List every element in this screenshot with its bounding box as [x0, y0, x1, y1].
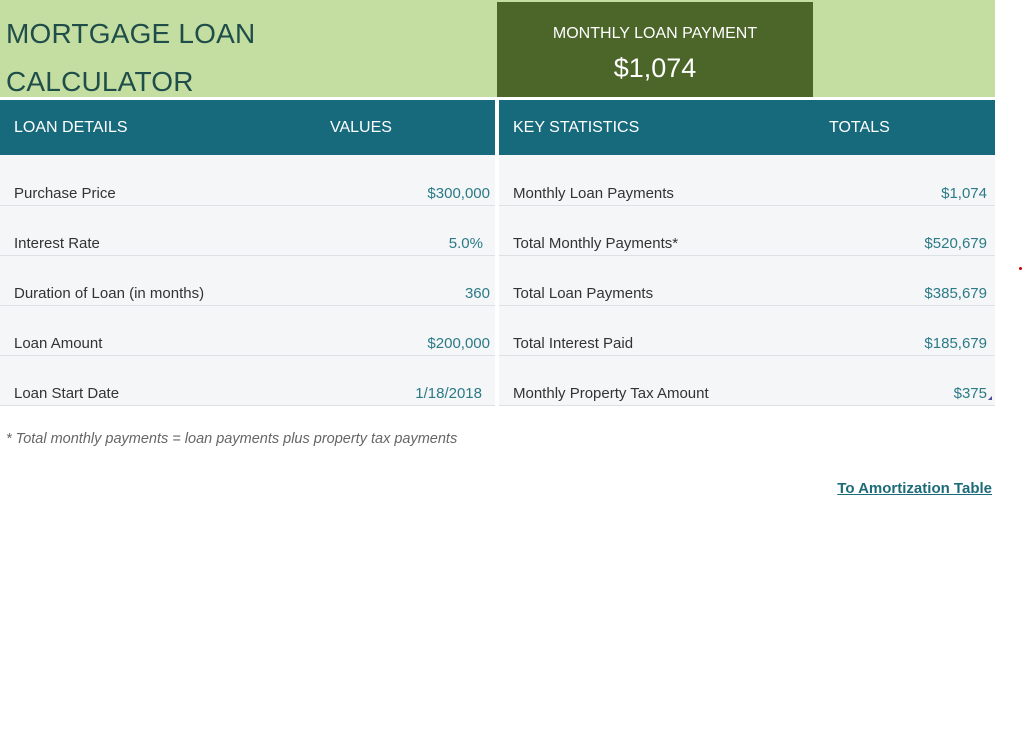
table-row: Purchase Price $300,000 — [0, 155, 495, 206]
row-label: Monthly Property Tax Amount — [513, 385, 709, 402]
row-label: Duration of Loan (in months) — [14, 285, 205, 302]
row-value[interactable]: 1/18/2018 — [415, 385, 482, 402]
col-header: VALUES — [330, 119, 392, 136]
col-header: TOTALS — [829, 119, 890, 136]
row-label: Total Monthly Payments* — [513, 235, 679, 252]
table-row: Total Monthly Payments* $520,679 — [499, 206, 995, 256]
table-row: Duration of Loan (in months) 360 — [0, 256, 495, 306]
row-label: Monthly Loan Payments — [513, 185, 674, 202]
row-value[interactable]: $200,000 — [427, 335, 490, 352]
table-row: Loan Amount $200,000 — [0, 306, 495, 356]
comment-indicator-icon — [1019, 267, 1022, 270]
loan-details-header: LOAN DETAILS VALUES — [0, 100, 495, 155]
row-label: Total Loan Payments — [513, 285, 654, 302]
table-row: Total Loan Payments $385,679 — [499, 256, 995, 306]
row-value: $385,679 — [924, 285, 987, 302]
row-value[interactable]: 5.0% — [448, 235, 483, 252]
monthly-payment-label: MONTHLY LOAN PAYMENT — [552, 25, 758, 42]
table-row: Total Interest Paid $185,679 — [499, 306, 995, 356]
key-statistics-table: Monthly Loan Payments $1,074 Total Monthl… — [499, 155, 995, 406]
col-header: KEY STATISTICS — [513, 119, 640, 136]
table-row: Loan Start Date 1/18/2018 — [0, 356, 495, 406]
row-value[interactable]: $375 — [953, 385, 987, 402]
table-row: Monthly Property Tax Amount $375 — [499, 356, 995, 406]
row-value: $1,074 — [941, 185, 987, 202]
loan-details-table: Purchase Price $300,000 Interest Rate 5.0%… — [0, 155, 495, 406]
key-statistics-header: KEY STATISTICS TOTALS — [499, 100, 995, 155]
footnote: * Total monthly payments = loan payments… — [6, 431, 458, 447]
row-label: Loan Amount — [14, 335, 103, 352]
table-row: Interest Rate 5.0% — [0, 206, 495, 256]
page-title: MORTGAGE LOAN CALCULATOR — [6, 18, 256, 97]
row-value[interactable]: 360 — [464, 285, 490, 302]
row-value[interactable]: $300,000 — [427, 185, 490, 202]
amortization-table-link[interactable]: To Amortization Table — [837, 480, 992, 497]
col-header: LOAN DETAILS — [14, 119, 128, 136]
row-label: Interest Rate — [14, 235, 100, 252]
monthly-payment-box: MONTHLY LOAN PAYMENT $1,074 — [497, 2, 813, 97]
row-value: $185,679 — [924, 335, 987, 352]
monthly-payment-value: $1,074 — [613, 53, 697, 83]
table-row: Monthly Loan Payments $1,074 — [499, 155, 995, 206]
row-label: Total Interest Paid — [513, 335, 634, 352]
cell-resize-handle-icon[interactable] — [988, 396, 992, 400]
row-value: $520,679 — [924, 235, 987, 252]
row-label: Purchase Price — [14, 185, 116, 202]
row-label: Loan Start Date — [14, 385, 120, 402]
